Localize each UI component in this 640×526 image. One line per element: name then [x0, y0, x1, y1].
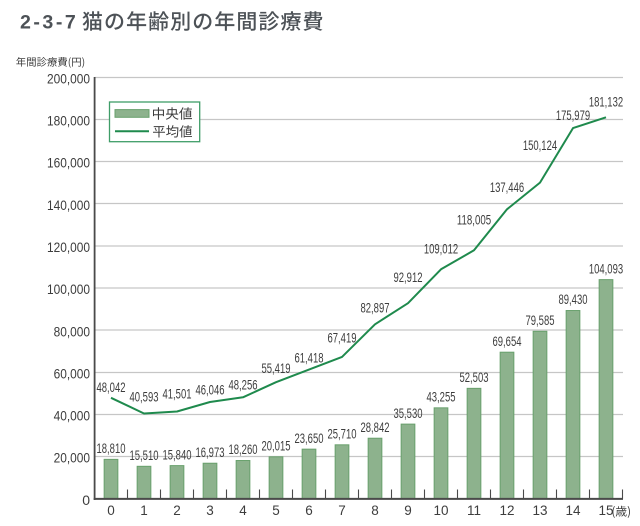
svg-text:120,000: 120,000 — [47, 239, 90, 255]
svg-text:67,419: 67,419 — [328, 331, 357, 346]
svg-text:104,093: 104,093 — [589, 261, 623, 276]
svg-text:160,000: 160,000 — [47, 155, 90, 171]
svg-text:13: 13 — [532, 503, 547, 518]
svg-text:89,430: 89,430 — [559, 292, 588, 307]
svg-text:200,000: 200,000 — [47, 70, 90, 86]
svg-text:11: 11 — [467, 503, 481, 518]
svg-text:10: 10 — [433, 503, 448, 518]
svg-text:9: 9 — [404, 503, 412, 518]
svg-text:43,255: 43,255 — [427, 390, 456, 405]
svg-text:175,979: 175,979 — [556, 108, 590, 123]
svg-text:60,000: 60,000 — [54, 365, 91, 381]
svg-text:109,012: 109,012 — [424, 241, 458, 256]
svg-text:20,015: 20,015 — [262, 439, 291, 454]
svg-text:41,501: 41,501 — [163, 387, 192, 402]
svg-text:0: 0 — [107, 503, 115, 518]
svg-text:8: 8 — [371, 503, 379, 518]
svg-text:28,842: 28,842 — [361, 420, 390, 435]
svg-text:15,840: 15,840 — [163, 447, 192, 462]
svg-text:140,000: 140,000 — [47, 197, 90, 213]
svg-text:15,510: 15,510 — [130, 448, 159, 463]
svg-text:20,000: 20,000 — [54, 450, 91, 466]
svg-text:12: 12 — [499, 503, 514, 518]
svg-text:180,000: 180,000 — [47, 113, 90, 129]
svg-text:35,530: 35,530 — [394, 406, 423, 421]
svg-text:6: 6 — [305, 503, 313, 518]
svg-text:48,256: 48,256 — [229, 378, 258, 393]
svg-text:40,000: 40,000 — [54, 408, 91, 424]
svg-text:16,973: 16,973 — [196, 445, 225, 460]
svg-text:46,046: 46,046 — [196, 382, 225, 397]
svg-text:3: 3 — [206, 503, 214, 518]
svg-text:55,419: 55,419 — [262, 361, 291, 376]
svg-text:48,042: 48,042 — [97, 380, 126, 395]
svg-text:7: 7 — [338, 503, 346, 518]
svg-text:118,005: 118,005 — [457, 213, 491, 228]
svg-text:80,000: 80,000 — [54, 323, 91, 339]
svg-text:0: 0 — [82, 492, 90, 508]
svg-text:4: 4 — [239, 503, 247, 518]
svg-text:18,260: 18,260 — [229, 442, 258, 457]
svg-text:82,897: 82,897 — [361, 301, 390, 316]
svg-text:100,000: 100,000 — [47, 281, 90, 297]
svg-text:181,132: 181,132 — [589, 95, 623, 110]
svg-text:5: 5 — [272, 503, 280, 518]
svg-text:150,124: 150,124 — [523, 138, 558, 153]
svg-text:23,650: 23,650 — [295, 431, 324, 446]
svg-text:52,503: 52,503 — [460, 370, 489, 385]
svg-text:1: 1 — [140, 503, 148, 518]
svg-text:14: 14 — [565, 503, 581, 518]
svg-text:69,654: 69,654 — [493, 334, 522, 349]
svg-text:15: 15 — [598, 503, 613, 518]
svg-text:79,585: 79,585 — [526, 313, 555, 328]
svg-text:2: 2 — [173, 503, 181, 518]
svg-text:92,912: 92,912 — [394, 270, 423, 285]
svg-text:40,593: 40,593 — [130, 390, 159, 405]
svg-text:61,418: 61,418 — [295, 350, 324, 365]
svg-text:25,710: 25,710 — [328, 427, 357, 442]
svg-text:18,810: 18,810 — [97, 441, 126, 456]
svg-text:137,446: 137,446 — [490, 180, 524, 195]
svg-text:2-3-7: 2-3-7 — [20, 12, 78, 34]
